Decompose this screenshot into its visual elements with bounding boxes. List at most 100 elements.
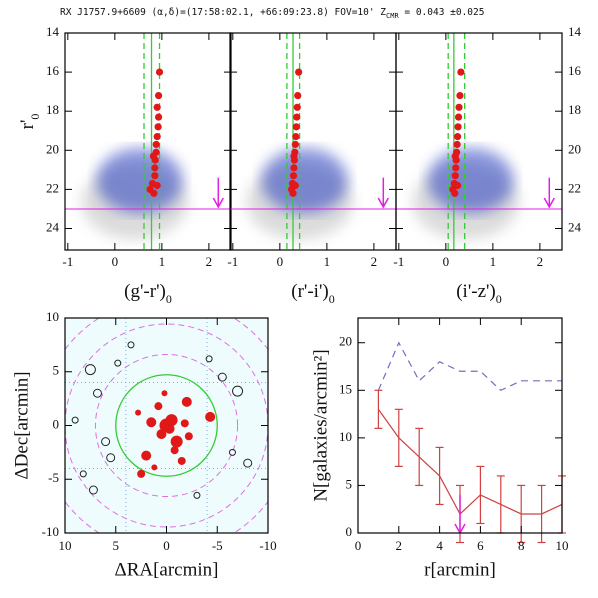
member-point [153,181,161,190]
member-point [295,68,303,76]
y-tick-label: 15 [339,381,352,396]
axis-label-text: r' [17,120,38,130]
y-tick-label: 5 [346,476,353,491]
axis-label: (r'-i')0 [291,281,334,305]
y-tick-label: 18 [568,102,581,117]
member-galaxy [151,464,158,471]
title-main: RX J1757.9+6609 (α,δ)=(17:58:02.1, +66:0… [60,7,386,18]
frame [395,32,563,251]
x-tick-label: 10 [59,538,72,553]
field-galaxy [71,416,79,424]
x-tick-label: 1 [490,254,497,269]
member-point [153,133,161,141]
field-galaxy [114,359,122,367]
member-galaxy [161,390,168,397]
y-tick-label: 18 [46,102,59,117]
field-galaxy [84,364,96,376]
y-tick-label: 16 [568,63,582,78]
frame [64,32,232,251]
member-point [452,156,460,164]
x-tick-label: 2 [396,538,403,553]
x-tick-label: 0 [163,538,170,553]
x-tick-label: -1 [62,254,73,269]
member-point [454,123,462,131]
x-axis-label: ΔRA[arcmin] [114,559,218,580]
member-point [290,156,299,164]
frame [357,317,563,534]
member-galaxy [181,396,192,407]
axis-label-sub: 0 [28,114,42,120]
member-point [291,140,299,149]
member-galaxy [135,409,142,416]
member-point [154,91,163,100]
cmd-panel [412,148,519,240]
axis-label: (g'-r')0 [124,281,172,305]
x-tick-label: 0 [355,538,362,553]
profile-line [377,341,562,392]
x-tick-label: -1 [227,254,238,269]
profile-line [377,408,563,515]
field-cloud [261,148,348,214]
axis-label-text: (i'-z') [456,281,496,302]
member-galaxy [156,429,167,440]
axis-label: (i'-z')0 [456,281,502,305]
member-point [455,103,463,111]
x-tick-label: 8 [518,538,525,553]
y-tick-label: -10 [42,524,59,539]
radius-ring [94,353,239,498]
title-tail: = 0.043 ±0.025 [399,7,485,18]
field-cloud [427,148,514,214]
y-axis-label: ΔDec[arcmin] [11,371,32,479]
member-point [456,91,464,100]
member-point [454,133,462,141]
x-tick-label: -5 [212,538,223,553]
member-galaxy [180,419,189,428]
title: RX J1757.9+6609 (α,δ)=(17:58:02.1, +66:0… [60,7,484,21]
field-galaxy [88,485,98,495]
x-tick-label: 0 [443,254,450,269]
member-galaxy [170,435,183,448]
x-tick-label: -10 [259,538,276,553]
y-tick-label: 20 [568,141,581,156]
y-tick-label: 22 [568,180,581,195]
field-galaxy [243,458,253,468]
member-point [154,123,162,131]
member-point [154,113,163,121]
x-axis-label: r[arcmin] [424,559,496,580]
arrow-head [543,197,555,209]
field-galaxy [232,385,244,397]
field-galaxy [79,470,87,478]
y-tick-label: 14 [568,24,582,39]
y-tick-label: 22 [46,180,59,195]
member-galaxy [137,469,146,478]
field-galaxy [127,341,135,349]
y-tick-label: 20 [46,141,59,156]
x-tick-label: 0 [112,254,119,269]
member-point [453,140,461,149]
member-galaxy [154,402,163,411]
x-tick-label: 2 [206,254,213,269]
axis-label-text: (r'-i') [291,281,328,302]
arrow-head [212,197,224,209]
field-galaxy [205,355,213,363]
member-point [454,113,463,121]
member-point [294,91,302,100]
y-tick-label: 10 [339,429,352,444]
member-point [293,113,301,121]
y-tick-label: 10 [46,309,59,324]
x-tick-label: 4 [436,538,443,553]
field-galaxy [101,437,111,447]
axis-label: r'0 [17,114,41,130]
y-tick-label: 0 [53,416,60,431]
member-point [293,103,301,111]
member-galaxy [205,411,216,422]
circles [65,318,268,533]
field-galaxy [106,453,116,463]
axis-label-text: (g'-r') [124,281,166,302]
x-tick-label: -1 [393,254,404,269]
field-galaxy [217,372,227,382]
y-tick-label: 16 [46,63,60,78]
y-tick-label: 14 [46,24,60,39]
member-point [151,156,159,164]
axis-label-sub: 0 [166,292,172,306]
